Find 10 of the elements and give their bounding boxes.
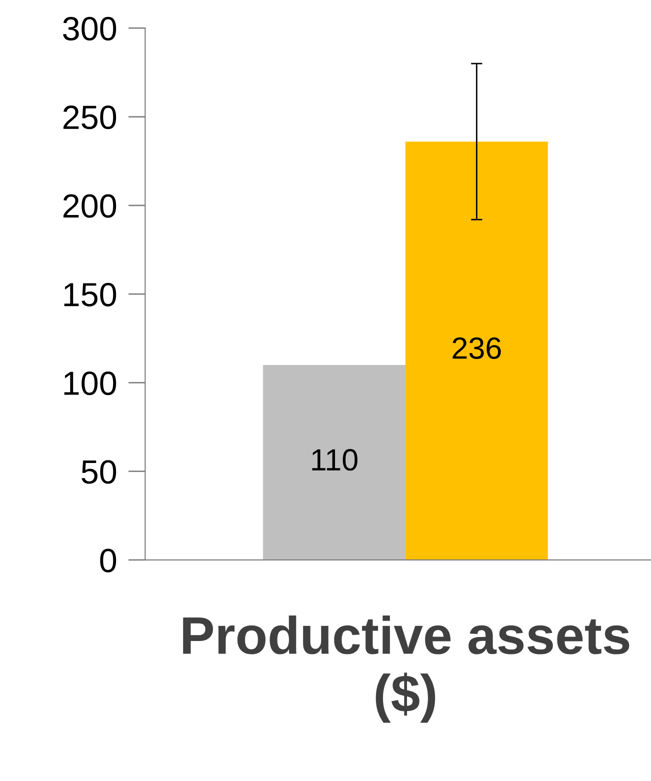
data-label: 110 bbox=[312, 449, 358, 471]
y-tick-label: 300 bbox=[63, 16, 116, 41]
y-tick-label: 250 bbox=[63, 106, 116, 130]
data-label: 236 bbox=[452, 337, 501, 359]
y-tick-label: 200 bbox=[63, 194, 116, 218]
y-tick-label: 0 bbox=[100, 548, 116, 572]
x-tick-label: Productive assets ($) bbox=[183, 616, 630, 723]
y-tick-label: 150 bbox=[64, 282, 116, 306]
y-tick-label: 50 bbox=[82, 460, 116, 484]
y-tick-label: 100 bbox=[64, 371, 116, 396]
